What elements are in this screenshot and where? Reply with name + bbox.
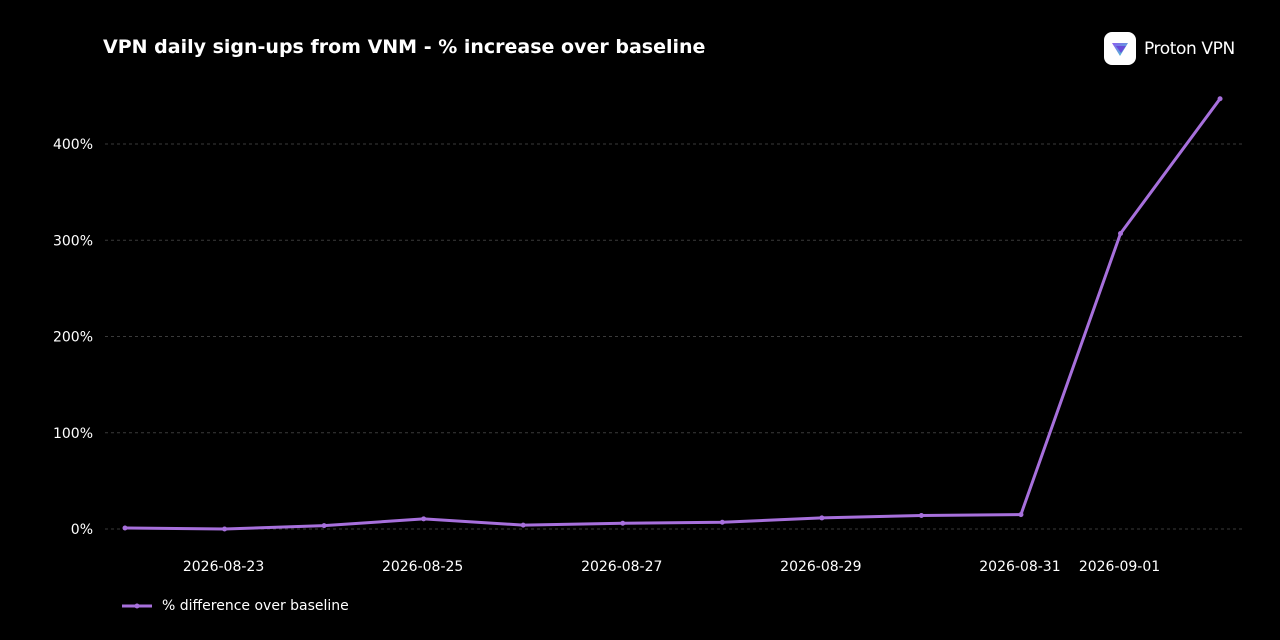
x-tick-label: 2026-08-23 (183, 559, 264, 575)
legend-swatch (122, 603, 152, 609)
brand-name: Proton VPN (1144, 38, 1235, 59)
y-axis-tick-labels: 0% 100% 200% 300% 400% (53, 137, 93, 538)
y-tick-label: 400% (53, 137, 93, 153)
chart-title: VPN daily sign-ups from VNM - % increase… (103, 36, 706, 58)
x-tick-label: 2026-09-01 (1079, 559, 1160, 575)
y-tick-label: 300% (53, 233, 93, 249)
data-point (122, 525, 128, 531)
x-axis-tick-labels: 2026-08-23 2026-08-25 2026-08-27 2026-08-29… (183, 559, 1160, 575)
data-point (520, 522, 526, 528)
data-point (1118, 231, 1123, 237)
series-layer (122, 96, 1223, 532)
y-tick-label: 100% (53, 426, 93, 442)
data-point (1217, 96, 1223, 102)
legend: % difference over baseline (122, 596, 349, 616)
y-tick-label: 200% (53, 330, 93, 346)
proton-vpn-logo-icon (1104, 32, 1136, 65)
data-point (321, 523, 327, 529)
legend-marker (134, 603, 140, 609)
series-line (123, 97, 1222, 531)
y-tick-label: 0% (71, 522, 93, 538)
data-point (421, 516, 427, 522)
data-point (719, 519, 725, 525)
x-tick-label: 2026-08-25 (382, 559, 463, 575)
data-point (1018, 512, 1024, 518)
x-tick-label: 2026-08-27 (581, 559, 662, 575)
data-point (222, 526, 228, 532)
data-point (819, 515, 825, 521)
data-point (918, 513, 924, 519)
x-tick-label: 2026-08-31 (979, 559, 1060, 575)
legend-label: % difference over baseline (162, 598, 349, 614)
grid-lines (105, 143, 1242, 530)
data-point (620, 520, 626, 526)
brand-logo: Proton VPN (1104, 32, 1235, 65)
x-tick-label: 2026-08-29 (780, 559, 861, 575)
